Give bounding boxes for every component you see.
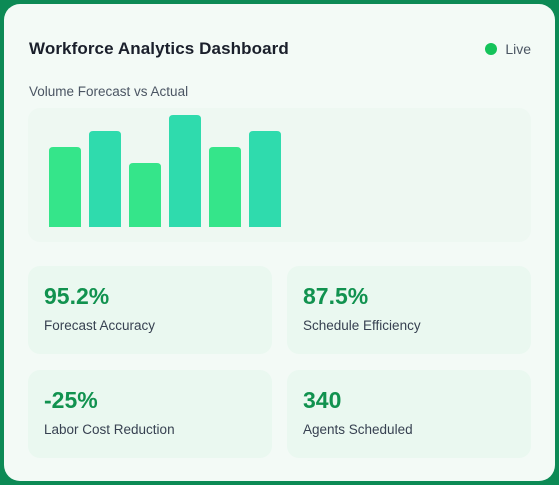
volume-chart <box>28 108 531 242</box>
metric-value: 95.2% <box>44 283 110 309</box>
chart-bar-2 <box>89 131 121 227</box>
metric-label: Labor Cost Reduction <box>44 422 175 437</box>
live-status: Live <box>485 41 531 57</box>
metric-value: 340 <box>303 387 342 413</box>
dashboard-header: Workforce Analytics Dashboard Live <box>29 35 531 63</box>
metric-forecast-accuracy: 95.2% Forecast Accuracy <box>28 266 272 354</box>
metric-value: -25% <box>44 387 98 413</box>
dashboard-card: Workforce Analytics Dashboard Live Volum… <box>4 4 555 481</box>
chart-bar-6 <box>249 131 281 227</box>
metric-label: Agents Scheduled <box>303 422 413 437</box>
metric-agents-scheduled: 340 Agents Scheduled <box>287 370 531 458</box>
chart-bar-4 <box>169 115 201 227</box>
chart-bar-5 <box>209 147 241 227</box>
metric-value: 87.5% <box>303 283 369 309</box>
chart-bar-1 <box>49 147 81 227</box>
metric-label: Schedule Efficiency <box>303 318 421 333</box>
volume-chart-svg <box>49 115 281 227</box>
metric-schedule-efficiency: 87.5% Schedule Efficiency <box>287 266 531 354</box>
chart-title: Volume Forecast vs Actual <box>29 84 189 99</box>
dashboard-title: Workforce Analytics Dashboard <box>29 39 289 58</box>
live-status-label: Live <box>505 41 531 57</box>
metric-labor-cost-reduction: -25% Labor Cost Reduction <box>28 370 272 458</box>
chart-bar-3 <box>129 163 161 227</box>
metric-label: Forecast Accuracy <box>44 318 156 333</box>
live-dot-icon <box>485 43 498 55</box>
